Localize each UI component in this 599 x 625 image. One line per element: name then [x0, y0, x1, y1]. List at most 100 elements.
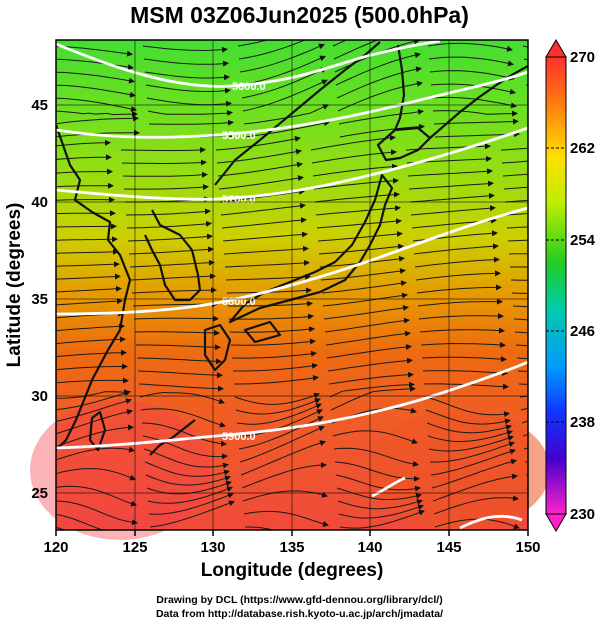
- streamline: [417, 298, 503, 307]
- streamline: [326, 344, 412, 359]
- colorbar-tick-label: 262: [570, 140, 595, 157]
- streamline: [56, 273, 121, 280]
- streamline: [56, 182, 114, 189]
- streamline: [244, 120, 330, 138]
- streamline: [215, 136, 301, 151]
- streamline: [336, 66, 422, 99]
- streamline: [335, 474, 421, 492]
- streamline: [56, 168, 113, 175]
- contour-line-5800: [56, 206, 528, 316]
- streamline: [512, 305, 528, 308]
- contour-labels: 5600.0 5500.0 5700.0 5800.0 5900.0: [222, 81, 266, 443]
- streamline: [56, 285, 122, 293]
- streamline: [505, 213, 528, 216]
- streamline: [328, 371, 414, 385]
- coastline-china: [56, 124, 132, 451]
- streamline: [56, 323, 125, 332]
- colorbar-tick-label: 254: [570, 232, 596, 249]
- streamline: [56, 349, 127, 358]
- streamline: [56, 223, 117, 230]
- streamline: [56, 409, 133, 435]
- streamline: [336, 487, 422, 500]
- streamline: [127, 233, 213, 242]
- streamline: [338, 504, 424, 519]
- colorbar-tick-label: 238: [570, 414, 595, 431]
- streamline: [56, 97, 137, 112]
- coastline-shikoku: [243, 320, 282, 344]
- streamline: [56, 363, 128, 371]
- streamline: [432, 110, 518, 117]
- map-figure: 5600.0 5500.0 5700.0 5800.0 5900.0 120 1…: [4, 39, 596, 581]
- streamline: [335, 52, 421, 86]
- streamline: [504, 199, 528, 203]
- streamline: [245, 526, 276, 530]
- streamline: [427, 42, 513, 52]
- streamline: [128, 246, 214, 255]
- streamline: [433, 495, 519, 515]
- streamline: [500, 147, 528, 151]
- streamline: [329, 381, 415, 398]
- streamline: [131, 287, 217, 294]
- streamline: [56, 500, 138, 526]
- lat-tick-label: 45: [31, 97, 48, 114]
- streamline: [216, 148, 302, 164]
- streamline: [408, 180, 494, 190]
- streamline: [511, 292, 528, 295]
- lon-tick-label: 125: [122, 539, 147, 556]
- streamline: [431, 458, 517, 489]
- lat-tick-label: 35: [31, 291, 48, 308]
- streamline: [239, 425, 325, 463]
- streamline: [320, 268, 406, 281]
- streamline: [429, 70, 515, 81]
- streamline: [339, 123, 425, 138]
- streamline: [431, 96, 517, 109]
- streamline: [56, 154, 112, 161]
- streamline: [56, 298, 123, 306]
- streamline: [145, 84, 231, 94]
- credits-line-data: Data from http://database.rish.kyoto-u.a…: [155, 608, 444, 620]
- streamline: [317, 231, 403, 242]
- credits: Drawing by DCL (https://www.gfd-dennou.o…: [0, 593, 599, 621]
- streamline: [427, 429, 513, 443]
- streamline: [141, 422, 227, 447]
- streamline: [501, 160, 528, 164]
- streamline: [416, 284, 502, 294]
- streamline: [138, 383, 224, 392]
- streamline: [149, 500, 235, 528]
- streamline: [56, 261, 120, 268]
- contour-label-5900: 5900.0: [222, 431, 256, 443]
- lon-tick-label: 120: [43, 539, 68, 556]
- streamline: [56, 513, 105, 530]
- streamline: [330, 385, 416, 411]
- streamline: [56, 377, 129, 384]
- colorbar: 270 262 254 246 238 230: [545, 39, 596, 532]
- streamline: [510, 266, 528, 268]
- streamline: [144, 71, 230, 81]
- streamline: [145, 474, 231, 486]
- streamline: [56, 58, 134, 71]
- streamline: [510, 279, 528, 281]
- streamline: [230, 338, 316, 346]
- streamline: [121, 159, 207, 166]
- streamline: [506, 226, 528, 229]
- coastline-japan-kyushu: [203, 323, 232, 372]
- y-axis-title: Latitude (degrees): [4, 203, 25, 368]
- streamline: [323, 304, 409, 320]
- streamline: [222, 231, 308, 242]
- streamline: [129, 259, 215, 268]
- streamline: [428, 435, 514, 452]
- streamline: [139, 391, 225, 404]
- streamline: [56, 398, 132, 422]
- streamline: [420, 341, 506, 348]
- height-contours: [56, 40, 528, 530]
- streamline: [143, 58, 229, 67]
- streamlines: [56, 40, 528, 530]
- lon-tick-label: 140: [357, 539, 382, 556]
- streamline: [130, 273, 216, 281]
- streamline: [430, 83, 516, 95]
- streamline: [324, 317, 410, 333]
- streamline: [125, 208, 211, 216]
- streamline: [332, 430, 418, 444]
- graticule: [56, 40, 528, 530]
- map-title: MSM 03Z06Jun2025 (500.0hPa): [130, 2, 469, 28]
